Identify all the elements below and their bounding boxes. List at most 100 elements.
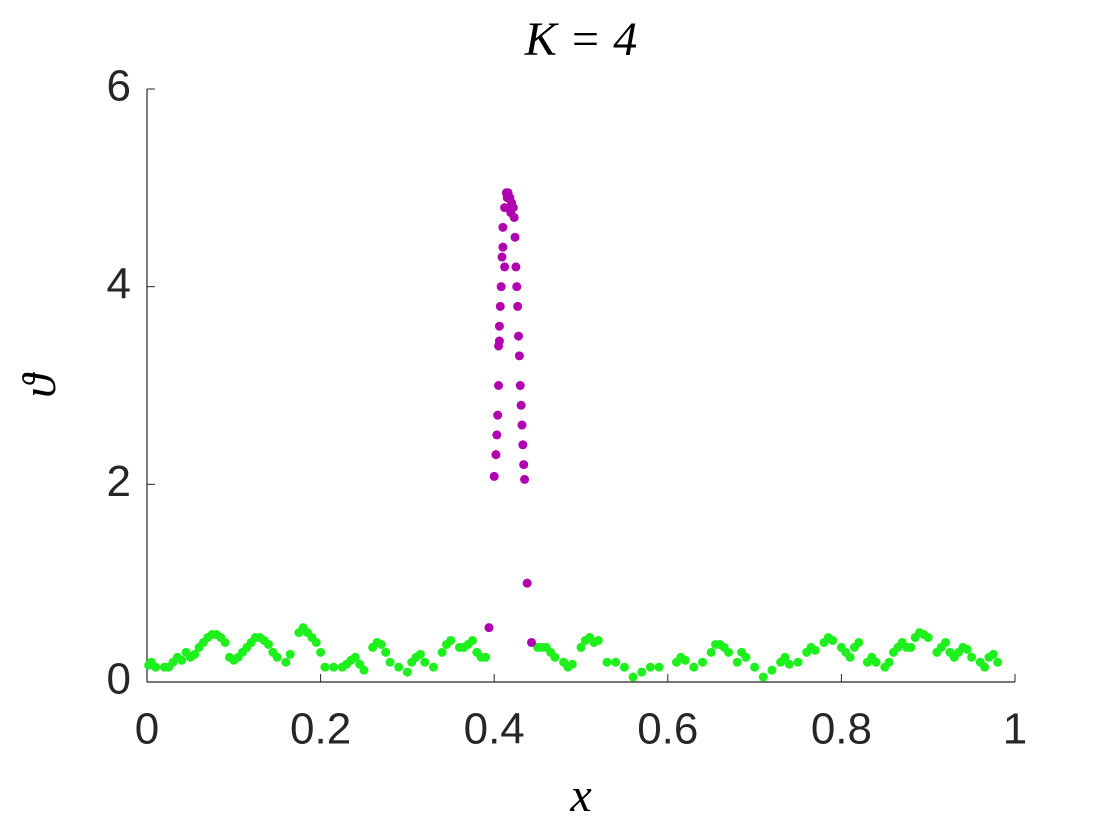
point bbox=[967, 652, 977, 662]
point bbox=[496, 282, 506, 292]
point bbox=[767, 665, 777, 675]
x-tick-label: 1 bbox=[1003, 705, 1027, 754]
point bbox=[619, 662, 629, 672]
point bbox=[498, 222, 508, 232]
point bbox=[420, 657, 430, 667]
point bbox=[381, 647, 391, 657]
point bbox=[151, 662, 161, 672]
point bbox=[941, 637, 951, 647]
point bbox=[320, 662, 330, 672]
x-tick-label: 0.6 bbox=[637, 705, 698, 754]
point bbox=[689, 662, 699, 672]
point bbox=[706, 647, 716, 657]
point bbox=[385, 657, 395, 667]
point bbox=[402, 667, 412, 677]
point bbox=[522, 578, 532, 588]
point bbox=[428, 662, 438, 672]
point bbox=[602, 657, 612, 667]
point bbox=[645, 662, 655, 672]
point bbox=[611, 657, 621, 667]
point bbox=[527, 637, 537, 647]
point bbox=[494, 336, 504, 346]
point bbox=[980, 662, 990, 672]
point bbox=[516, 400, 526, 410]
point bbox=[511, 262, 521, 272]
point bbox=[446, 635, 456, 645]
y-tick-label: 2 bbox=[107, 457, 131, 506]
y-tick-label: 0 bbox=[107, 655, 131, 704]
point bbox=[514, 331, 524, 341]
point bbox=[962, 644, 972, 654]
point bbox=[502, 193, 512, 203]
point bbox=[515, 381, 525, 390]
point bbox=[512, 282, 522, 292]
point bbox=[497, 252, 507, 262]
point bbox=[993, 657, 1003, 667]
point bbox=[923, 633, 933, 643]
point bbox=[495, 301, 505, 311]
point bbox=[494, 321, 504, 331]
point bbox=[519, 460, 529, 470]
point bbox=[498, 242, 508, 252]
point bbox=[272, 652, 282, 662]
point bbox=[576, 642, 586, 652]
point bbox=[988, 649, 998, 659]
point bbox=[845, 652, 855, 662]
point bbox=[810, 645, 820, 655]
point bbox=[311, 637, 321, 647]
point bbox=[906, 642, 916, 652]
point bbox=[359, 665, 369, 675]
chart-title: K = 4 bbox=[524, 13, 637, 66]
point bbox=[793, 657, 803, 667]
point bbox=[854, 637, 864, 647]
point bbox=[637, 667, 647, 677]
point bbox=[264, 639, 274, 649]
point bbox=[567, 659, 577, 669]
point bbox=[628, 672, 638, 682]
point bbox=[437, 647, 447, 657]
point bbox=[394, 662, 404, 672]
point bbox=[220, 637, 230, 647]
y-tick-label: 4 bbox=[107, 259, 131, 308]
point bbox=[376, 639, 386, 649]
point bbox=[500, 262, 510, 272]
point bbox=[698, 657, 708, 667]
point bbox=[316, 647, 326, 657]
point bbox=[732, 657, 742, 667]
point bbox=[491, 450, 501, 460]
point bbox=[593, 635, 603, 645]
point bbox=[654, 662, 664, 672]
y-axis-label: ϑ bbox=[13, 372, 66, 398]
point bbox=[871, 657, 881, 667]
x-tick-label: 0.2 bbox=[290, 705, 351, 754]
point bbox=[281, 657, 291, 667]
point bbox=[494, 381, 504, 390]
point bbox=[520, 474, 530, 484]
point bbox=[500, 203, 510, 213]
point bbox=[415, 649, 425, 659]
point bbox=[828, 635, 838, 645]
point bbox=[350, 652, 360, 662]
point bbox=[750, 662, 760, 672]
x-tick-label: 0 bbox=[135, 705, 159, 754]
point bbox=[758, 672, 768, 682]
point bbox=[489, 471, 499, 481]
point bbox=[468, 635, 477, 645]
point bbox=[518, 440, 528, 450]
point bbox=[550, 652, 560, 662]
point bbox=[724, 647, 734, 657]
point bbox=[481, 652, 491, 662]
point bbox=[493, 410, 503, 420]
x-tick-label: 0.4 bbox=[464, 705, 525, 754]
point bbox=[884, 657, 894, 667]
y-tick-label: 6 bbox=[107, 62, 131, 111]
point bbox=[190, 649, 200, 659]
point bbox=[680, 655, 690, 665]
point bbox=[513, 301, 523, 311]
point bbox=[784, 659, 794, 669]
point bbox=[510, 232, 520, 242]
point bbox=[517, 420, 527, 430]
point bbox=[506, 208, 516, 218]
point bbox=[514, 351, 524, 361]
